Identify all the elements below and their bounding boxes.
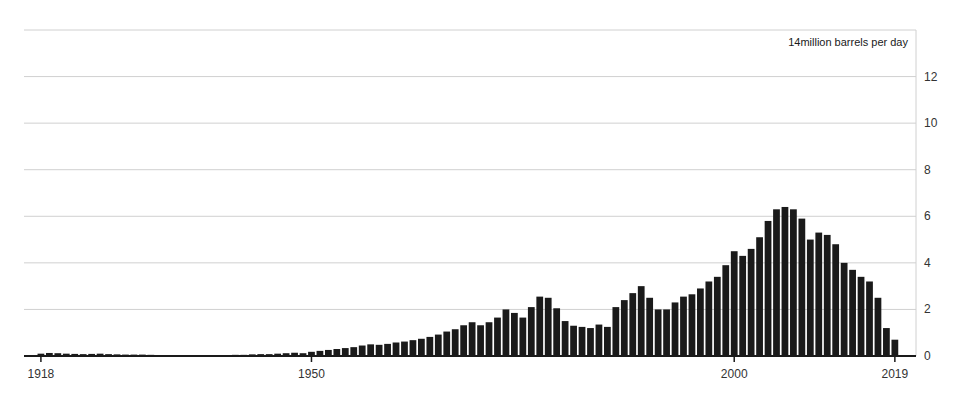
bar [503,309,510,356]
bars [38,207,899,356]
bar [824,235,831,356]
y-tick-label: 8 [924,163,931,177]
y-tick-label: 12 [924,70,938,84]
bar [858,277,865,356]
bar [460,325,467,356]
bar [629,293,636,356]
bar [697,288,704,356]
bar [782,207,789,356]
bar [849,270,856,356]
bar [469,322,476,356]
bar [426,337,433,356]
bar [435,335,442,356]
x-tick [311,356,313,362]
grid-line [24,356,916,357]
chart: 1918 1950 2000 2019 0 2 4 6 8 10 12 14million barre… [0,0,980,400]
bar [511,313,518,356]
bar [477,325,484,356]
bar [722,265,729,356]
bar [410,340,417,356]
x-tick-label: 2019 [882,367,909,381]
bar [765,221,772,356]
bar [680,297,687,356]
bar [891,340,898,356]
bar [663,309,670,356]
range-top-line [24,30,916,31]
bar [612,307,619,356]
bar [486,322,493,356]
bar [350,347,357,356]
x-tick-label: 2000 [721,367,748,381]
bar [443,332,450,356]
bar [866,281,873,356]
x-tick [894,356,896,362]
bar [342,348,349,356]
bar [570,326,577,356]
y-tick-label: 6 [924,209,931,223]
bar [714,277,721,356]
bar [798,219,805,356]
x-axis: 1918 1950 2000 2019 [24,356,916,381]
bar [418,339,425,356]
bar [748,249,755,356]
bar [731,251,738,356]
bar [528,307,535,356]
x-tick-label: 1918 [28,367,55,381]
y-tick-label: 2 [924,302,931,316]
bar [773,209,780,356]
bar [579,327,586,356]
grid-line [24,123,916,124]
y-axis: 0 2 4 6 8 10 12 [924,70,938,363]
bar [452,329,459,356]
bar [875,298,882,356]
bar [376,345,383,356]
bar [841,263,848,356]
bar [494,318,501,356]
bar [553,308,560,356]
y-tick-label: 10 [924,116,938,130]
annotation: 14million barrels per day [788,36,908,48]
bar [689,294,696,356]
grid-line [24,76,916,77]
bar [587,328,594,356]
bar [545,298,552,356]
x-tick [733,356,735,362]
bar [672,302,679,356]
bar [367,344,374,356]
bar [638,286,645,356]
x-tick [40,356,42,362]
bar [384,344,391,356]
bar [596,325,603,356]
bar [790,209,797,356]
grid-line [24,169,916,170]
bar [815,233,822,356]
bar [832,244,839,356]
bar [333,349,340,356]
bar [401,342,408,356]
bar [621,300,628,356]
y-axis-line [916,30,917,356]
bar [393,342,400,356]
bar [705,281,712,356]
bar [655,309,662,356]
bar [536,297,543,356]
bar [756,237,763,356]
bar [604,327,611,356]
y-tick-label: 4 [924,256,931,270]
bar [519,318,526,356]
x-tick-label: 1950 [298,367,325,381]
bar [739,256,746,356]
bar [359,346,366,356]
grid [24,77,916,356]
y-tick-label: 0 [924,349,931,363]
bar [646,298,653,356]
bar [883,328,890,356]
bar [807,240,814,356]
bar [562,321,569,356]
x-axis-line [24,355,916,357]
